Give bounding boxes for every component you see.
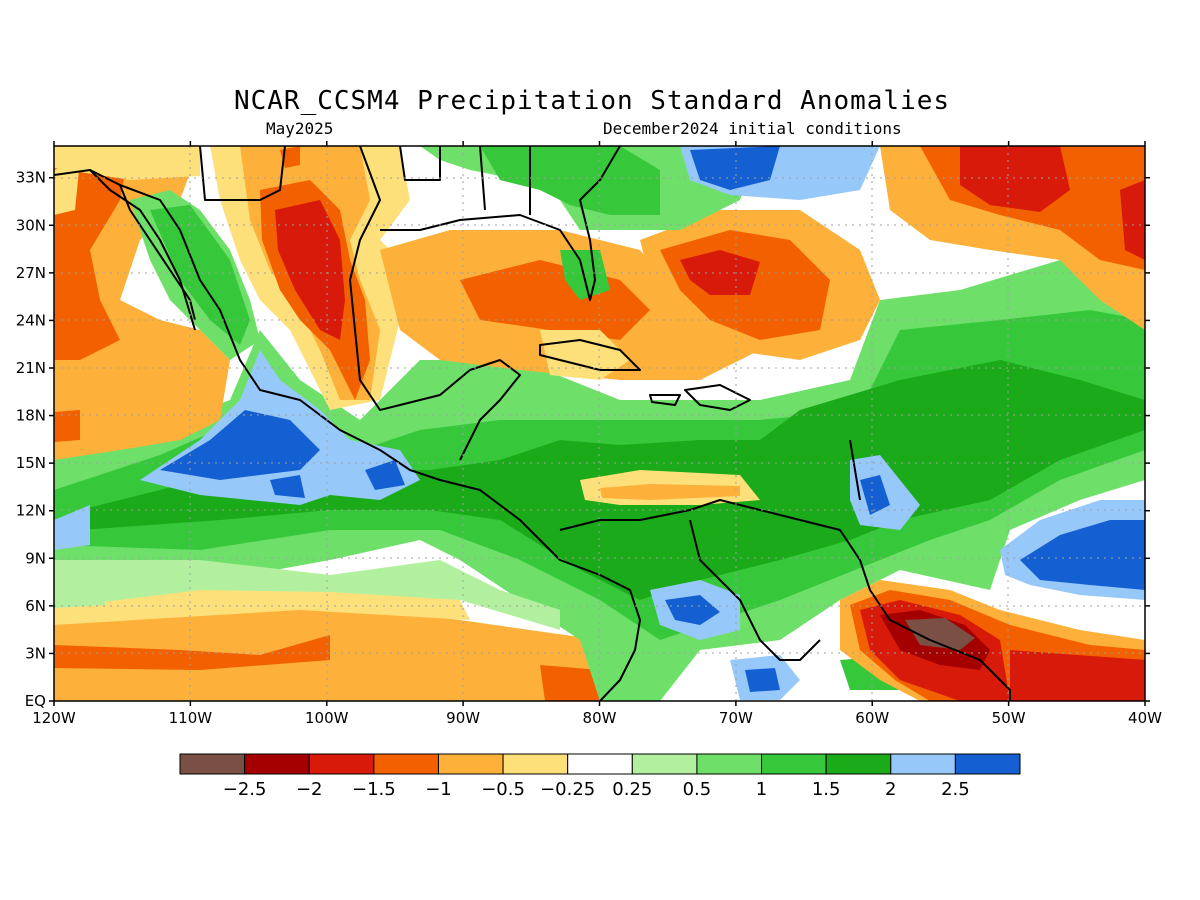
colorbar-label: 0.25	[612, 779, 652, 800]
lat-label: 15N	[16, 454, 46, 472]
colorbar-swatch	[244, 753, 310, 775]
colorbar-label: −2	[296, 779, 323, 800]
colorbar-swatch	[825, 753, 892, 775]
lat-label: 21N	[16, 359, 46, 377]
colorbar-swatch	[631, 753, 698, 775]
lon-label: 40W	[1128, 709, 1162, 727]
colorbar-swatch	[179, 753, 246, 775]
lat-label: 3N	[25, 644, 46, 662]
lat-label: 12N	[16, 502, 46, 520]
initial-conditions-label: December2024 initial conditions	[603, 119, 902, 138]
lon-label: 100W	[305, 709, 349, 727]
colorbar-label: 2.5	[941, 779, 970, 800]
colorbar-swatch	[437, 753, 504, 775]
colorbar-swatch	[502, 753, 569, 775]
colorbar-swatch	[567, 753, 633, 775]
colorbar-label: −1	[425, 779, 452, 800]
lat-label: 24N	[16, 311, 46, 329]
colorbar-label: 1	[756, 779, 767, 800]
colorbar-label: −2.5	[223, 779, 267, 800]
colorbar-label: −0.5	[481, 779, 525, 800]
colorbar-swatch	[373, 753, 439, 775]
colorbar-label: −1.5	[352, 779, 396, 800]
chart-title: NCAR_CCSM4 Precipitation Standard Anomal…	[233, 86, 951, 116]
lat-label: 9N	[25, 549, 46, 567]
anomaly-field	[54, 146, 1145, 701]
gridlines	[54, 146, 1145, 701]
lat-label: 6N	[25, 597, 46, 615]
valid-month-label: May2025	[266, 119, 334, 138]
colorbar: −2.5 −2 −1.5 −1 −0.5 −0.25 0.25 0.5 1 1.5 2 2.5	[179, 753, 1021, 800]
colorbar-label: −0.25	[540, 779, 595, 800]
lat-label: 30N	[16, 216, 46, 234]
lon-label: 110W	[169, 709, 213, 727]
colorbar-label: 0.5	[683, 779, 712, 800]
lon-label: 90W	[446, 709, 480, 727]
lon-label: 80W	[583, 709, 617, 727]
lat-label: EQ	[25, 692, 46, 710]
lat-label: 33N	[16, 169, 46, 187]
colorbar-swatch	[890, 753, 956, 775]
colorbar-swatch	[761, 753, 827, 775]
lon-label: 70W	[719, 709, 753, 727]
colorbar-swatch	[954, 753, 1021, 775]
colorbar-label: 1.5	[812, 779, 841, 800]
lat-label: 18N	[16, 407, 46, 425]
colorbar-swatch	[308, 753, 375, 775]
lon-label: 50W	[992, 709, 1026, 727]
colorbar-label: 2	[885, 779, 896, 800]
lat-label: 27N	[16, 264, 46, 282]
colorbar-swatch	[696, 753, 763, 775]
lon-label: 60W	[855, 709, 889, 727]
lon-label: 120W	[32, 709, 76, 727]
